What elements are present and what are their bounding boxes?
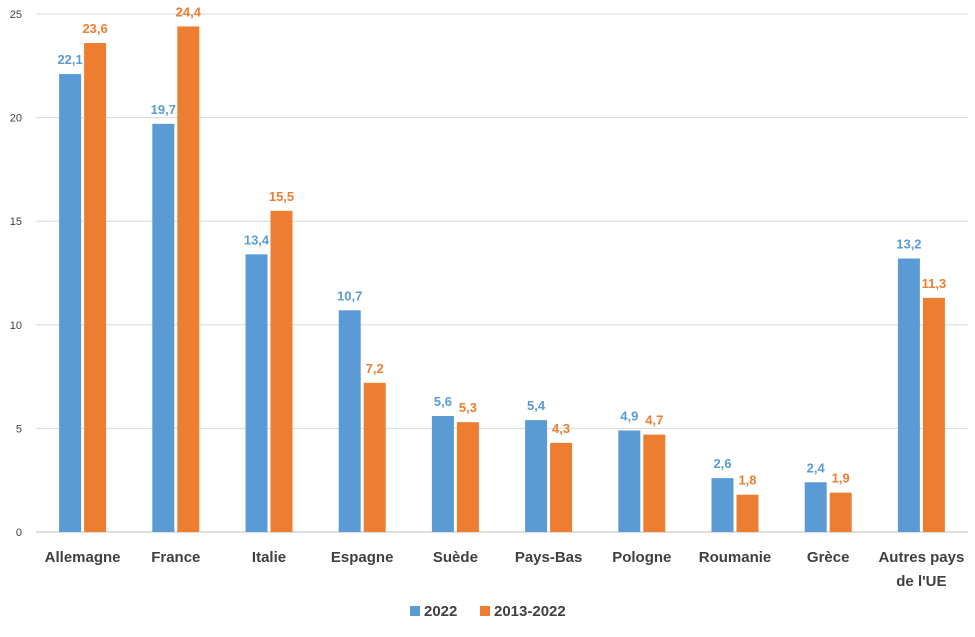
bar-series1 (431, 415, 454, 532)
data-label: 11,3 (922, 276, 947, 291)
data-label: 5,3 (459, 400, 477, 415)
y-axis: 0 5 10 15 20 25 (10, 9, 22, 539)
y-tick-label: 10 (10, 320, 22, 332)
legend-label: 2022 (424, 603, 457, 620)
bar-series1 (338, 310, 361, 532)
bar-series2 (363, 382, 386, 532)
data-label: 7,2 (366, 361, 384, 376)
legend: 2022 2013-2022 (410, 603, 566, 620)
bar-series1 (897, 258, 920, 532)
bar-series2 (736, 494, 759, 532)
data-label: 4,3 (552, 421, 570, 436)
bar-series2 (84, 43, 107, 533)
x-axis: Allemagne France Italie Espagne Suède Pays-Ba… (45, 549, 965, 590)
category-label: Roumanie (699, 549, 772, 566)
data-label: 13,4 (244, 232, 270, 247)
data-label: 15,5 (269, 189, 294, 204)
category-label: Allemagne (45, 549, 121, 566)
data-label: 1,9 (832, 471, 850, 486)
bar-series2 (829, 492, 852, 532)
data-label: 23,6 (82, 21, 107, 36)
bar-series1 (804, 482, 827, 532)
y-tick-label: 20 (10, 113, 22, 125)
data-label: 19,7 (151, 102, 176, 117)
category-label: Suède (433, 549, 478, 566)
category-label: Grèce (807, 549, 850, 566)
bar-series1 (152, 123, 175, 532)
y-tick-label: 5 (16, 423, 22, 435)
data-label: 10,7 (337, 288, 362, 303)
category-label: Pays-Bas (515, 549, 583, 566)
category-label: Pologne (612, 549, 671, 566)
data-labels: 22,1 23,6 19,7 24,4 13,4 15,5 10,7 7,2 5,6 5,3 5,4… (57, 4, 946, 487)
bar-series2 (550, 442, 573, 532)
y-tick-label: 15 (10, 216, 22, 228)
bar-series2 (270, 210, 293, 532)
bars (59, 26, 945, 533)
y-tick-label: 0 (16, 527, 22, 539)
legend-swatch (410, 606, 420, 616)
category-label: Espagne (331, 549, 394, 566)
category-label: Autres pays (878, 549, 964, 566)
legend-swatch (480, 606, 490, 616)
bar-series2 (456, 422, 479, 532)
legend-label: 2013-2022 (494, 603, 566, 620)
bar-series2 (177, 26, 200, 532)
y-tick-label: 25 (10, 9, 22, 21)
data-label: 5,4 (527, 398, 546, 413)
data-label: 13,2 (896, 236, 921, 251)
bar-series1 (711, 478, 734, 532)
bar-series1 (245, 254, 268, 533)
data-label: 1,8 (738, 473, 756, 488)
gridlines (36, 13, 968, 533)
bar-series1 (618, 430, 641, 532)
data-label: 2,4 (807, 460, 826, 475)
bar-series2 (643, 434, 666, 532)
data-label: 2,6 (713, 456, 731, 471)
data-label: 4,7 (645, 413, 663, 428)
data-label: 4,9 (620, 408, 638, 423)
category-label: France (151, 549, 200, 566)
bar-series1 (525, 420, 548, 532)
bar-series1 (59, 74, 82, 532)
data-label: 5,6 (434, 394, 452, 409)
bar-series2 (922, 297, 945, 532)
category-label: Italie (252, 549, 286, 566)
data-label: 22,1 (57, 52, 82, 67)
data-label: 24,4 (176, 4, 202, 19)
category-label: de l'UE (896, 573, 946, 590)
